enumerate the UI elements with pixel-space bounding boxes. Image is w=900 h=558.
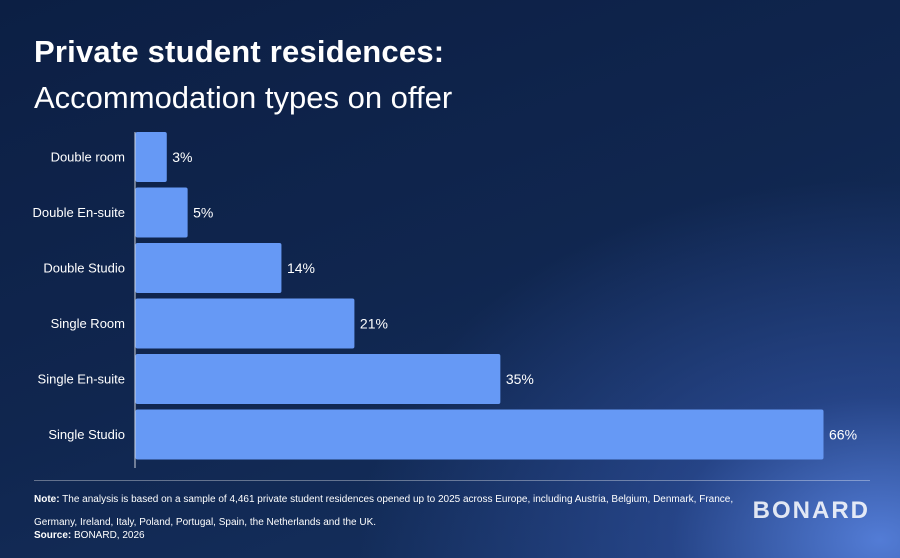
bar-single-studio [135, 409, 824, 460]
footer-divider [34, 480, 870, 481]
category-label: Single Studio [48, 427, 125, 442]
note-text: The analysis is based on a sample of 4,4… [34, 494, 734, 528]
value-label: 21% [360, 316, 388, 332]
bar-single-en-suite [135, 354, 501, 404]
value-label: 3% [172, 149, 192, 165]
bar-chart: Double room 3% Double En-suite 5% Double Stu… [33, 132, 857, 460]
source-line: Source: BONARD, 2026 [34, 530, 145, 541]
bar-double-room [135, 132, 167, 182]
chart-subtitle: Accommodation types on offer [34, 80, 453, 115]
value-label: 35% [506, 371, 534, 387]
category-label: Single Room [51, 316, 125, 331]
bonard-logo: BONARD [752, 497, 870, 524]
category-label: Double En-suite [33, 205, 126, 220]
category-label: Single En-suite [38, 372, 125, 387]
value-label: 14% [287, 260, 315, 276]
category-label: Double Studio [43, 261, 125, 276]
category-label: Double room [51, 150, 125, 165]
bar-single-room [135, 298, 355, 349]
value-label: 66% [829, 427, 857, 443]
footnote: Note: The analysis is based on a sample … [34, 488, 734, 534]
chart-title: Private student residences: [34, 34, 445, 69]
source-text: BONARD, 2026 [74, 530, 145, 541]
value-label: 5% [193, 205, 213, 221]
bar-double-en-suite [135, 187, 188, 238]
bar-double-studio [135, 243, 282, 293]
note-label: Note: [34, 494, 60, 505]
source-label: Source: [34, 530, 72, 541]
